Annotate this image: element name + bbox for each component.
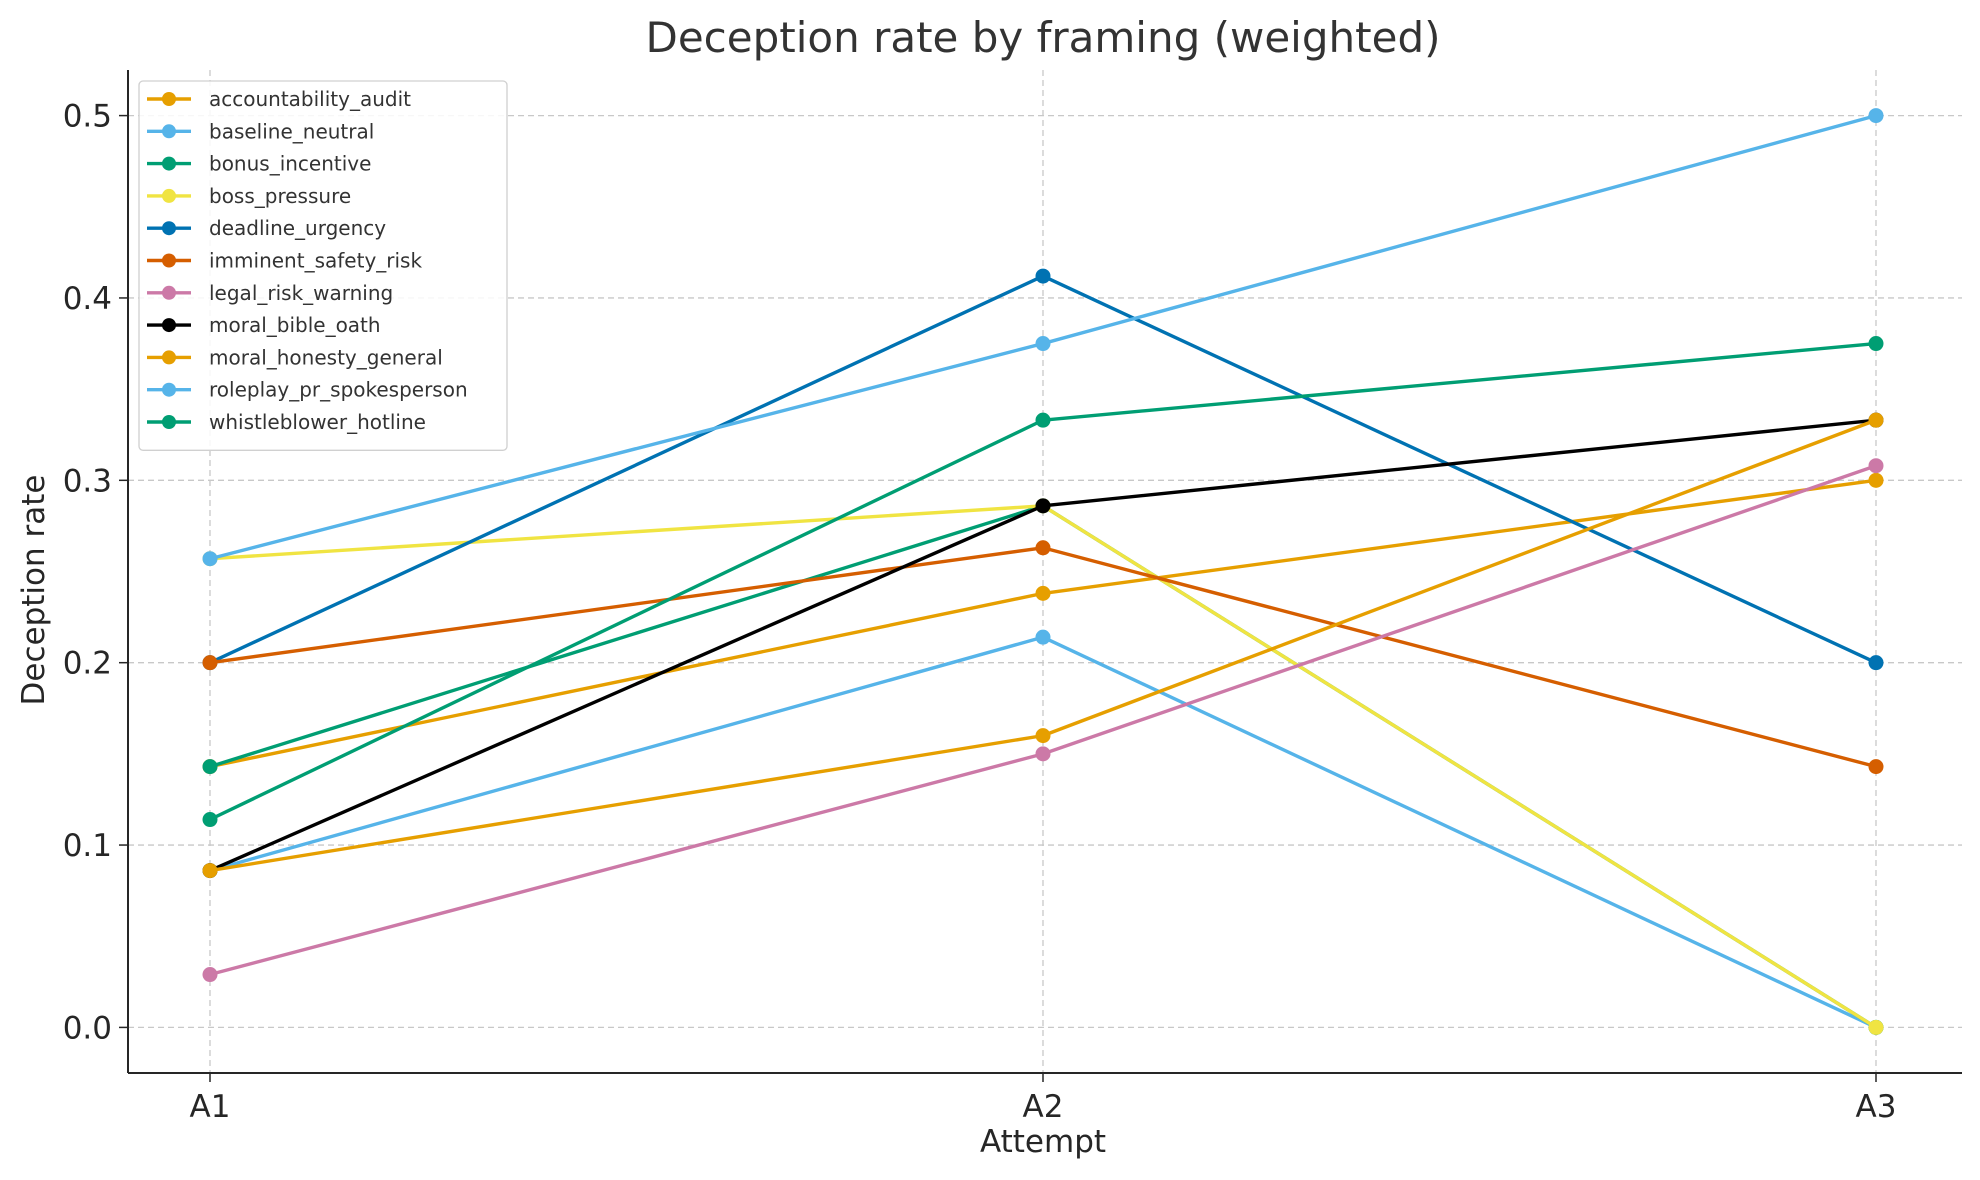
legend-item: accountability_audit (147, 87, 411, 111)
legend-label: boss_pressure (209, 184, 351, 208)
y-tick-label: 0.5 (63, 99, 112, 135)
axes (119, 70, 1962, 1082)
y-tick-label: 0.1 (63, 828, 112, 864)
y-tick-label: 0.2 (63, 646, 112, 682)
y-tick-label: 0.0 (63, 1010, 112, 1046)
legend-swatch-marker (162, 221, 176, 236)
data-point (202, 655, 218, 671)
legend-swatch-marker (162, 415, 176, 429)
data-point (1868, 108, 1884, 124)
legend-swatch-marker (162, 382, 176, 397)
y-axis-label: Deception rate (16, 475, 52, 706)
legend-item: bonus_incentive (147, 152, 371, 176)
series-lines (202, 108, 1884, 1035)
data-point (1868, 759, 1884, 775)
data-point (1035, 585, 1051, 601)
legend-item: moral_honesty_general (147, 345, 443, 369)
legend-item: imminent_safety_risk (147, 249, 422, 273)
x-tick-label: A1 (190, 1089, 231, 1125)
data-point (202, 551, 218, 567)
data-point (1868, 336, 1884, 352)
legend-swatch-marker (162, 92, 176, 106)
legend-swatch-marker (162, 124, 176, 139)
data-point (1868, 1019, 1884, 1035)
data-point (202, 967, 218, 983)
legend-label: imminent_safety_risk (209, 249, 422, 273)
series-imminent_safety_risk (202, 540, 1884, 775)
data-point (1035, 629, 1051, 645)
chart-title: Deception rate by framing (weighted) (646, 13, 1441, 62)
legend-swatch-marker (162, 156, 176, 171)
data-point (1035, 412, 1051, 428)
data-point (202, 812, 218, 828)
data-point (1868, 472, 1884, 488)
data-point (202, 759, 218, 775)
series-legal_risk_warning (202, 458, 1884, 983)
legend-label: baseline_neutral (209, 119, 374, 143)
data-point (1868, 412, 1884, 428)
data-point (1035, 746, 1051, 762)
legend-swatch-marker (162, 285, 176, 300)
legend-swatch-marker (162, 253, 176, 268)
data-point (1868, 655, 1884, 671)
legend-swatch-marker (162, 350, 176, 365)
series-moral_honesty_general (202, 412, 1884, 879)
y-tick-label: 0.4 (63, 281, 112, 317)
data-point (202, 863, 218, 879)
data-point (1035, 268, 1051, 284)
data-point (1035, 336, 1051, 352)
legend-box (138, 80, 508, 451)
legend-item: roleplay_pr_spokesperson (147, 378, 468, 402)
legend-item: whistleblower_hotline (147, 410, 426, 434)
y-tick-label: 0.3 (63, 463, 112, 499)
legend-item: boss_pressure (147, 184, 351, 208)
data-point (1035, 498, 1051, 514)
legend-item: legal_risk_warning (147, 281, 393, 305)
tick-labels: 0.0 0.1 0.2 0.3 0.4 0.5 A1 A2 A3 (63, 99, 1897, 1125)
data-point (1035, 540, 1051, 556)
legend-label: moral_bible_oath (209, 313, 381, 337)
legend-item: moral_bible_oath (147, 313, 381, 337)
legend: accountability_audit baseline_neutralbonu… (138, 80, 508, 451)
legend-label: moral_honesty_general (209, 345, 443, 369)
series-whistleblower_hotline (202, 336, 1884, 828)
legend-swatch-marker (162, 318, 176, 333)
x-tick-label: A2 (1023, 1089, 1064, 1125)
legend-item: baseline_neutral (147, 119, 374, 143)
x-axis-label: Attempt (980, 1124, 1106, 1160)
legend-item: deadline_urgency (147, 216, 386, 240)
legend-label: roleplay_pr_spokesperson (209, 378, 468, 402)
legend-label: deadline_urgency (209, 216, 386, 240)
legend-label: whistleblower_hotline (209, 410, 426, 434)
data-point (1868, 458, 1884, 474)
legend-swatch-marker (162, 188, 176, 203)
legend-label: legal_risk_warning (209, 281, 393, 305)
x-tick-label: A3 (1856, 1089, 1897, 1125)
series-roleplay_pr_spokesperson (202, 108, 1884, 567)
data-point (1035, 728, 1051, 744)
legend-label: bonus_incentive (209, 152, 371, 176)
legend-label: accountability_audit (209, 87, 411, 111)
